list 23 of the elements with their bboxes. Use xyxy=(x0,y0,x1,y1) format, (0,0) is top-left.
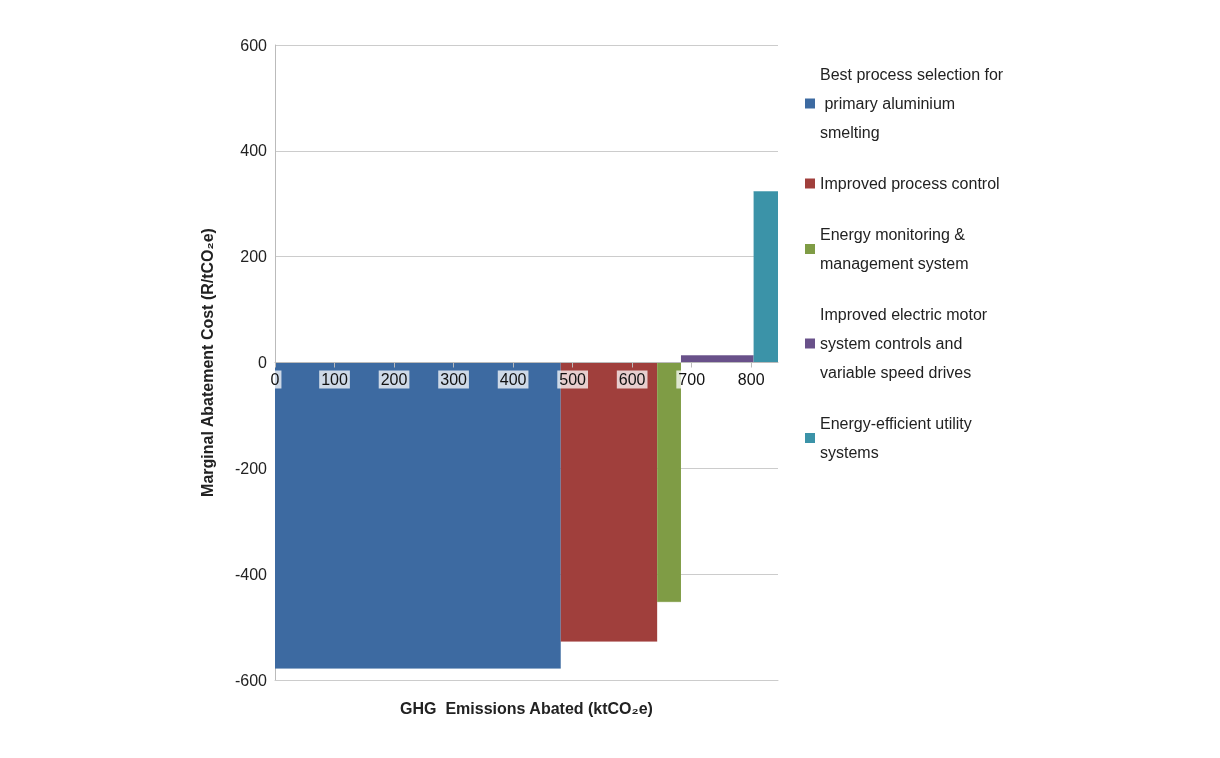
legend-label: Energy monitoring & management system xyxy=(820,226,970,272)
x-tick-label: 500 xyxy=(559,371,587,388)
y-axis-title: Marginal Abatement Cost (R/tCO₂e) xyxy=(198,228,216,497)
x-tick-label: 600 xyxy=(618,371,646,388)
y-tick-label: -400 xyxy=(234,565,268,583)
legend-label: Improved process control xyxy=(820,175,1000,192)
y-tick-label: 200 xyxy=(240,248,268,266)
legend-label: Improved electric motor system controls and variable speed drives xyxy=(820,306,992,381)
y-tick-label: 0 xyxy=(258,354,268,371)
y-tick-label: 400 xyxy=(240,142,268,160)
legend-label: Best process selection for primary aluminium smelting xyxy=(820,66,1004,141)
x-tick-label: 800 xyxy=(737,371,765,388)
y-tick-label: -600 xyxy=(234,671,268,689)
x-tick-label: 0 xyxy=(270,371,280,388)
x-tick-label: 100 xyxy=(321,371,348,388)
y-tick-label: 600 xyxy=(240,36,268,54)
x-tick-label: 400 xyxy=(499,371,527,388)
x-tick-label: 200 xyxy=(380,371,408,388)
y-tick-label: -200 xyxy=(234,459,268,477)
x-tick-label: 700 xyxy=(678,371,706,388)
legend-label: Energy-efficient utility systems xyxy=(820,415,977,461)
x-tick-label: 300 xyxy=(440,371,468,388)
x-axis-title: GHG Emissions Abated (ktCO₂e) xyxy=(400,699,653,717)
